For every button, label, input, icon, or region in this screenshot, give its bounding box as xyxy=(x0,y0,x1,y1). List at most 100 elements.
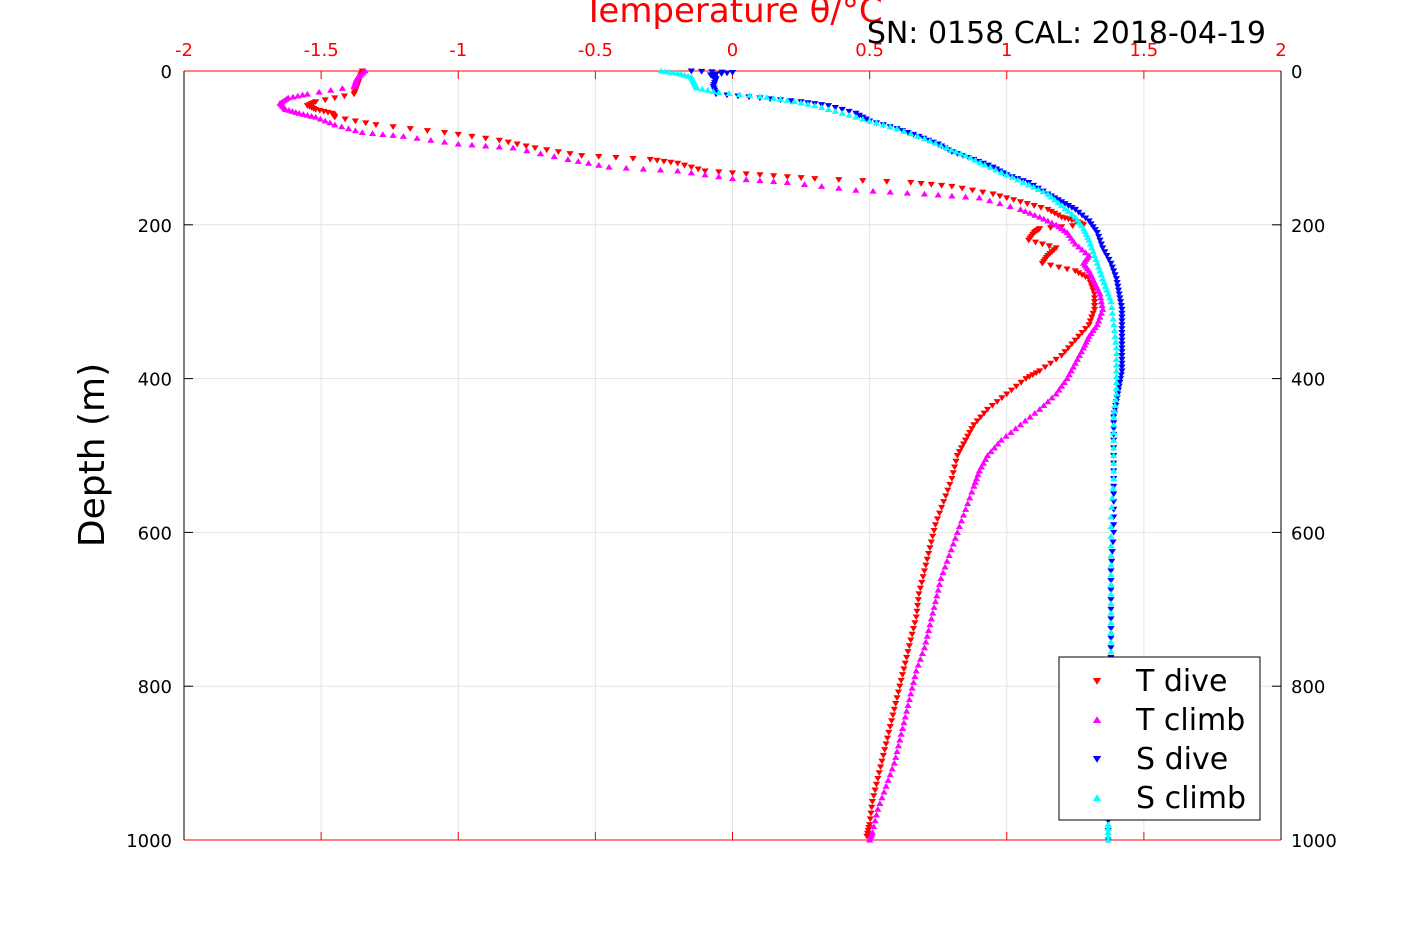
data-point xyxy=(922,638,930,645)
data-point xyxy=(660,158,668,165)
data-point xyxy=(920,644,929,651)
data-point xyxy=(379,131,387,137)
data-point xyxy=(1025,237,1033,244)
data-point xyxy=(933,516,942,523)
data-point xyxy=(1107,513,1115,520)
data-point xyxy=(1112,384,1121,391)
data-point xyxy=(1071,268,1079,275)
data-point xyxy=(1118,360,1126,367)
data-point xyxy=(926,545,934,552)
data-point xyxy=(1118,310,1126,317)
data-point xyxy=(1112,396,1120,403)
data-point xyxy=(1090,295,1099,302)
y-tick-label-right: 600 xyxy=(1291,523,1325,544)
data-point xyxy=(1104,832,1112,839)
data-point xyxy=(656,166,665,173)
data-point xyxy=(312,113,320,120)
data-point xyxy=(1100,279,1108,285)
data-point xyxy=(1118,314,1126,321)
data-point xyxy=(919,574,927,580)
data-point xyxy=(1054,199,1062,206)
y-tick-label-left: 0 xyxy=(161,62,172,83)
data-point xyxy=(946,481,954,488)
data-point xyxy=(923,632,931,639)
data-point xyxy=(1023,201,1031,207)
data-point xyxy=(914,602,922,609)
data-point xyxy=(1107,298,1115,305)
data-point xyxy=(482,135,490,142)
data-point xyxy=(927,615,935,622)
data-point xyxy=(930,604,938,610)
data-point xyxy=(852,113,860,120)
data-point xyxy=(894,689,903,696)
data-point xyxy=(1071,206,1079,213)
data-point xyxy=(454,131,462,138)
data-point xyxy=(554,149,562,155)
data-point xyxy=(918,650,927,657)
data-point xyxy=(931,140,940,146)
data-point xyxy=(1115,291,1123,298)
y-tick-label-left: 1000 xyxy=(126,831,172,852)
data-point xyxy=(595,154,603,160)
data-point xyxy=(1012,425,1020,432)
data-point xyxy=(1101,283,1110,289)
chart-title: Temperature θ/°C xyxy=(582,0,882,31)
data-point xyxy=(1017,379,1025,386)
data-point xyxy=(1107,638,1115,645)
y-tick-label-right: 400 xyxy=(1291,370,1325,391)
data-point xyxy=(326,119,334,126)
data-point xyxy=(989,191,997,198)
data-point xyxy=(811,102,819,109)
data-point xyxy=(951,534,959,541)
data-point xyxy=(543,147,551,154)
data-point xyxy=(1081,249,1090,256)
data-point xyxy=(1116,295,1124,302)
data-point xyxy=(694,166,702,173)
series-t-climb xyxy=(276,67,1107,843)
data-point xyxy=(368,130,377,137)
data-point xyxy=(1045,243,1053,250)
data-point xyxy=(1081,215,1090,222)
data-point xyxy=(977,414,985,421)
data-point xyxy=(800,181,809,187)
data-point xyxy=(955,523,964,530)
data-point xyxy=(944,487,952,494)
data-point xyxy=(1078,272,1086,279)
data-point xyxy=(937,575,945,582)
data-point xyxy=(299,111,307,117)
data-point xyxy=(653,157,661,164)
data-point xyxy=(994,440,1002,447)
data-point xyxy=(389,132,397,138)
data-point xyxy=(949,540,957,547)
data-point xyxy=(1064,345,1073,352)
data-point xyxy=(1110,436,1118,443)
legend: T dive T climb S dive S climb xyxy=(1058,656,1261,821)
data-point xyxy=(1089,224,1097,230)
data-point xyxy=(878,794,886,801)
data-point xyxy=(862,116,870,123)
data-point xyxy=(687,164,695,171)
data-point xyxy=(1019,179,1027,185)
data-point xyxy=(973,418,981,425)
data-point xyxy=(920,135,929,142)
data-point xyxy=(523,147,531,154)
data-point xyxy=(838,106,846,113)
data-point xyxy=(1104,825,1112,831)
legend-marker xyxy=(1092,716,1102,723)
data-point xyxy=(1071,240,1079,247)
data-point xyxy=(867,810,875,817)
data-point xyxy=(1096,290,1104,297)
data-point xyxy=(1003,195,1011,202)
data-point xyxy=(1108,549,1116,555)
data-point xyxy=(1075,209,1083,216)
data-point xyxy=(1107,590,1115,597)
data-point xyxy=(962,152,970,159)
x-tick-label: 1 xyxy=(1001,40,1012,61)
data-point xyxy=(966,429,974,436)
data-point xyxy=(1036,213,1044,220)
data-point xyxy=(639,165,647,172)
data-point xyxy=(1118,337,1126,344)
data-point xyxy=(852,186,860,193)
data-point xyxy=(1038,241,1047,248)
data-point xyxy=(763,94,771,100)
